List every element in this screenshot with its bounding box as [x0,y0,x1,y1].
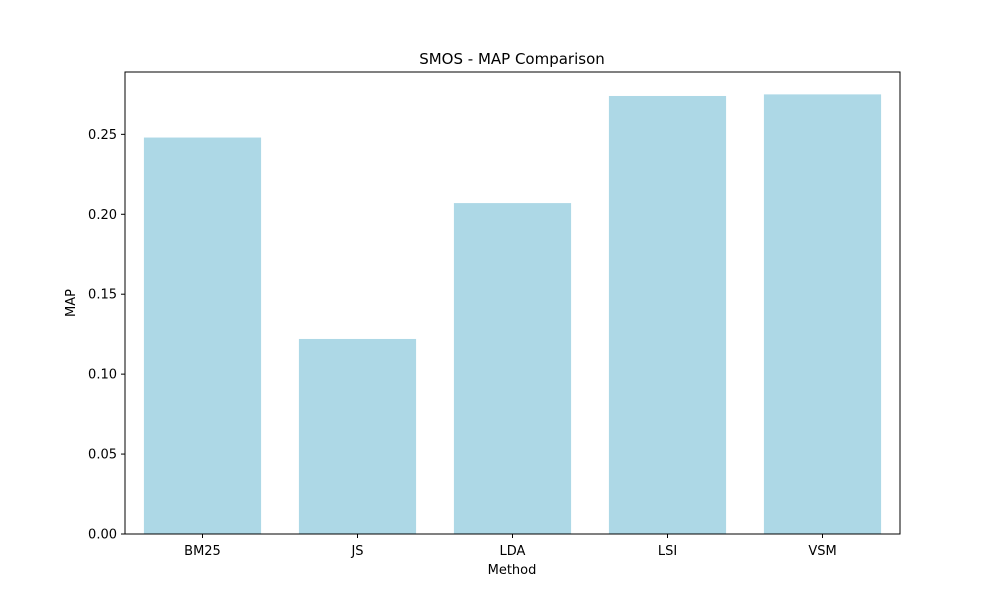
bar-js [298,338,417,534]
x-tick-label: VSM [808,544,836,559]
chart-title: SMOS - MAP Comparison [419,50,605,68]
y-axis-label: MAP [64,289,79,317]
x-axis-label: Method [488,563,537,578]
bar-vsm [763,94,882,535]
x-tick-label: LDA [500,544,526,559]
y-tick-label: 0.05 [88,448,117,463]
x-tick-label: BM25 [184,544,221,559]
y-tick-label: 0.15 [88,288,117,303]
bars-group [143,94,882,535]
y-tick-label: 0.25 [88,128,117,143]
bar-lsi [608,95,727,534]
y-tick-label: 0.10 [88,368,117,383]
bar-lda [453,203,572,535]
y-tick-label: 0.00 [88,528,117,543]
x-tick-label: JS [350,544,363,559]
x-axis: BM25 JS LDA LSI VSM [184,534,837,559]
y-tick-label: 0.20 [88,208,117,223]
bar-bm25 [143,137,262,534]
x-tick-label: LSI [658,544,677,559]
plot-area-frame [124,71,901,535]
y-axis: 0.00 0.05 0.10 0.15 0.20 0.25 [88,128,125,543]
